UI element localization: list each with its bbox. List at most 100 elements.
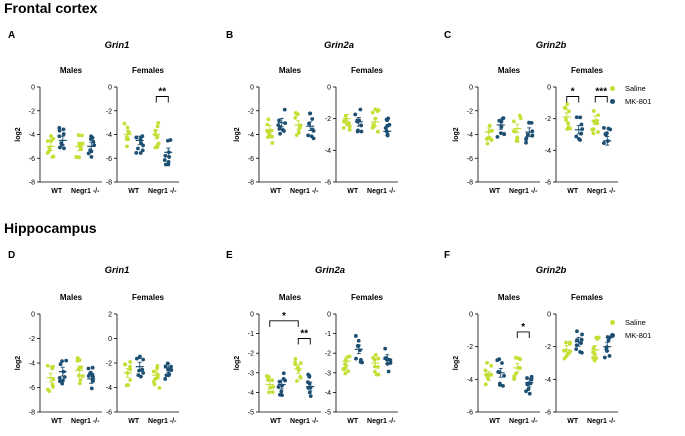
plot-6-ytick-label: -4 [545,148,551,155]
plot-7-point-saline [51,377,56,382]
plot-1-point-saline [76,133,81,138]
legend-item-mk801: MK-801 [610,95,651,108]
mk801-marker-icon [610,99,615,104]
plot-9-xtick-label: Negr1 -/- [290,418,319,425]
plot-3-ytick-label: -6 [248,156,254,163]
plot-1-point-mk801 [57,125,62,130]
plot-11-point-mk801 [495,358,500,363]
plot-5-ytick-label: -6 [467,156,473,163]
plot-6-point-saline [591,127,596,132]
plot-4-point-mk801 [386,116,391,121]
plot-4-ytick-label: 0 [327,85,331,92]
plot-6-point-saline [563,106,568,111]
plot-3-point-saline [293,111,298,115]
plot-9-point-saline [267,390,271,395]
plot-7-ytick-label: -4 [29,361,35,368]
plot-10-point-saline [341,367,346,371]
plot-8-point-saline [155,366,159,371]
plot-7-xtick-label: Negr1 -/- [71,418,100,425]
plot-2-point-saline [125,125,130,130]
plot-5-point-saline [515,139,520,143]
plot-9-point-saline [293,357,298,361]
plot-5-point-mk801 [495,135,500,139]
plot-11-ytick-label: 0 [469,312,473,319]
plot-11-xtick-label: Negr1 -/- [509,418,538,425]
legend-item-saline: Saline [610,82,651,95]
plot-9-point-mk801 [308,394,313,398]
plot-1-point-mk801 [61,132,66,136]
plot-2-point-saline [155,124,160,129]
plot-4-point-mk801 [353,112,358,117]
gene-title-f: Grin2b [535,265,567,276]
plot-10-point-mk801 [383,346,388,351]
plot-10-point-saline [371,356,375,360]
plot-1-ytick-label: -4 [29,132,35,139]
plot-2-point-mk801 [140,134,145,139]
panel-letter-f: F [444,250,451,261]
plot-6-point-saline [596,113,600,118]
plot-6-point-mk801 [603,131,608,136]
plot-9-point-mk801 [277,379,282,384]
plot-4-sex-title: Females [351,66,384,75]
plot-11-point-saline [518,357,523,362]
plot-10-ytick-label: -4 [325,390,331,397]
plot-6-ytick-label: 0 [547,85,551,92]
plot-8-point-saline [155,375,160,380]
plot-3-point-saline [270,141,275,145]
plot-10-point-saline [347,354,352,359]
legend-label-mk801: MK-801 [625,97,652,106]
plot-3-sex-title: Males [279,66,302,75]
plot-9-point-mk801 [306,372,311,377]
plot-12-point-saline [591,345,596,350]
section-title-frontal-cortex: Frontal cortex [4,0,98,16]
plot-8-ytick-label: 2 [108,312,112,319]
plot-4-point-saline [375,129,380,134]
plot-12-sex-title: Females [571,293,604,302]
plot-8-point-saline [128,378,133,382]
plot-9-point-mk801 [279,389,284,394]
plot-9-xtick-label: WT [270,418,282,425]
plot-3-ytick-label: -2 [248,108,254,115]
plot-10-sex-title: Females [351,293,384,302]
plot-11-point-mk801 [527,391,532,396]
plot-2-point-mk801 [163,153,168,158]
plot-7-point-mk801 [89,386,94,391]
plot-6-ytick-label: -2 [545,116,551,123]
plot-5-point-mk801 [500,116,505,121]
plot-3-point-mk801 [276,123,281,128]
plot-10-point-saline [376,356,381,361]
plot-9-ytick-label: -4 [248,390,254,397]
plot-1-ytick-label: -8 [29,180,35,187]
plot-7-point-mk801 [90,365,95,370]
plot-4-point-mk801 [356,128,360,133]
plot-7-point-saline [45,363,50,368]
plot-1-point-saline [77,155,82,160]
plot-6-point-mk801 [574,115,579,120]
plot-10-point-mk801 [356,338,361,343]
plot-12-point-mk801 [579,337,584,342]
plot-2-point-mk801 [136,146,140,151]
plot-10-xtick-label: WT [347,418,359,425]
plot-3-point-mk801 [282,107,287,112]
plot-11-point-mk801 [502,373,506,378]
plot-9-point-saline [293,362,298,367]
plot-9-point-saline [271,385,276,389]
plot-11-point-saline [489,363,494,368]
plot-1-ytick-label: 0 [31,85,35,92]
plot-2-point-mk801 [163,162,168,167]
plot-7-point-mk801 [57,375,62,380]
plot-3-xtick-label: Negr1 -/- [290,188,319,195]
plot-9-ytick-label: -1 [248,331,254,338]
plot-1-point-saline [79,147,84,152]
plot-11-point-saline [512,376,517,381]
plot-2-sex-title: Females [132,66,165,75]
plot-4-point-saline [376,108,381,113]
plot-12-point-mk801 [607,335,612,340]
plot-10-point-mk801 [354,356,358,361]
plot-5-ytick-label: -8 [467,180,473,187]
plot-7-point-saline [78,381,82,386]
plot-8-point-mk801 [134,356,139,361]
plot-6-point-saline [591,131,596,136]
plot-8-xtick-label: WT [128,418,140,425]
